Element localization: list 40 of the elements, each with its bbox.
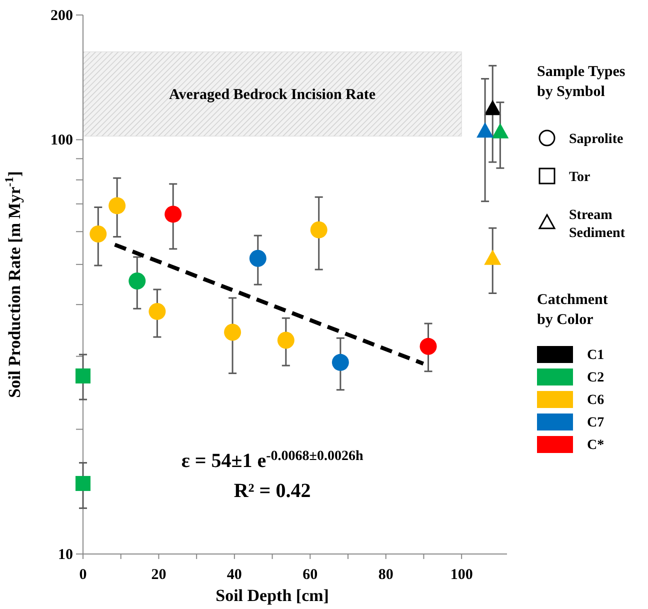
y-tick-label: 100 bbox=[50, 132, 73, 149]
legend-label: C* bbox=[587, 438, 604, 453]
annotation: ε = 54±1 e$^{-0.0068±0.0026h}$ bbox=[181, 448, 364, 472]
legend-label: C7 bbox=[587, 416, 604, 430]
x-tick-label: 60 bbox=[302, 567, 318, 583]
point bbox=[277, 332, 294, 349]
point bbox=[76, 368, 90, 384]
legend-label: C6 bbox=[587, 393, 604, 408]
text: Sample Types by Symbol bbox=[537, 64, 626, 100]
x-tick-label: 80 bbox=[378, 567, 394, 583]
annotation: R² = 0.42 bbox=[234, 480, 311, 502]
x-tick-label: 0 bbox=[79, 567, 87, 583]
band-label: Averaged Bedrock Incision Rate bbox=[169, 86, 376, 103]
text: Saprolite bbox=[569, 132, 624, 147]
point bbox=[332, 354, 349, 371]
point bbox=[108, 197, 126, 214]
point bbox=[224, 324, 242, 341]
point bbox=[164, 206, 182, 223]
point bbox=[420, 338, 437, 355]
text: Tor bbox=[569, 170, 590, 185]
y-tick-label: 200 bbox=[50, 8, 73, 24]
point bbox=[128, 272, 146, 290]
point bbox=[484, 100, 502, 116]
text: Catchment by Color bbox=[537, 292, 608, 328]
point bbox=[484, 250, 502, 265]
point bbox=[249, 250, 266, 267]
legend-label: C2 bbox=[587, 370, 604, 386]
point bbox=[76, 476, 90, 491]
legend-label: C1 bbox=[587, 348, 604, 363]
x-axis-title: Soil Depth [cm] bbox=[216, 586, 329, 605]
x-tick-label: 100 bbox=[450, 567, 473, 583]
point bbox=[148, 302, 166, 320]
text: Stream Sediment bbox=[569, 208, 626, 241]
point bbox=[476, 122, 494, 138]
point bbox=[90, 226, 107, 243]
x-tick-label: 40 bbox=[226, 567, 242, 583]
x-tick-label: 20 bbox=[151, 567, 166, 583]
point bbox=[310, 221, 328, 238]
point bbox=[492, 123, 509, 138]
y-tick-label: 10 bbox=[58, 547, 73, 563]
